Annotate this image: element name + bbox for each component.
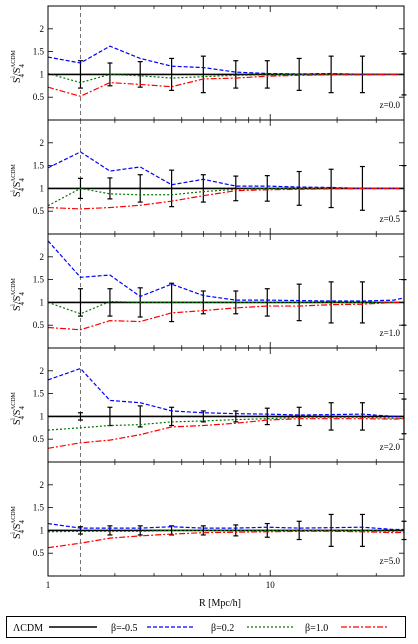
y-axis-label: S4i/S4ΛCDM [9, 163, 26, 197]
legend-entry: β=1.0 [305, 623, 389, 634]
y-tick-label: 1 [40, 297, 45, 307]
y-tick-label: 0.5 [33, 320, 45, 330]
series-line [48, 522, 404, 531]
y-axis-label: S4i/S4ΛCDM [9, 391, 26, 425]
legend-label: β=1.0 [305, 623, 328, 634]
y-tick-label: 1 [40, 69, 45, 79]
series-line [48, 45, 404, 76]
redshift-label: z=0.5 [380, 214, 401, 224]
y-tick-label: 2 [40, 480, 45, 490]
y-tick-label: 1 [40, 183, 45, 193]
y-tick-label: 0.5 [33, 92, 45, 102]
legend-label: β=0.2 [211, 623, 234, 634]
series-line [48, 72, 404, 84]
series-line [48, 301, 404, 331]
redshift-label: z=2.0 [380, 442, 401, 452]
series-line [48, 418, 404, 449]
figure-panels: 0.5 1 1.5 2 z=0.0 S4i/S4ΛCDM 0.5 1 1.5 2 z=0.5 S4i/… [9, 5, 407, 609]
y-tick-label: 0.5 [33, 434, 45, 444]
series-line [48, 529, 404, 533]
y-axis-label: S4i/S4ΛCDM [9, 505, 26, 539]
panel-frame [47, 461, 405, 577]
panel-frame [47, 5, 405, 121]
y-axis-label: S4i/S4ΛCDM [9, 277, 26, 311]
legend-entry: β=0.2 [211, 623, 295, 634]
series-line [48, 300, 404, 315]
y-tick-label: 1.5 [33, 275, 45, 285]
series-line [48, 187, 404, 207]
x-tick-label: 1 [46, 580, 51, 590]
y-tick-label: 0.5 [33, 548, 45, 558]
panel-frame [47, 347, 405, 463]
legend-entry: ΛCDM [13, 623, 97, 634]
y-tick-label: 1.5 [33, 389, 45, 399]
series-line [48, 151, 404, 189]
panel-3: 0.5 1 1.5 2 z=1.0 S4i/S4ΛCDM [9, 233, 407, 349]
series-line [48, 367, 404, 418]
series-line [48, 73, 404, 97]
y-tick-label: 1 [40, 525, 45, 535]
y-tick-label: 1.5 [33, 503, 45, 513]
series-line [48, 187, 404, 210]
y-tick-label: 2 [40, 366, 45, 376]
panel-5: 0.5 1 1.5 2 z=5.0 S4i/S4ΛCDM [9, 461, 407, 577]
legend-label: ΛCDM [13, 623, 43, 634]
y-tick-label: 1.5 [33, 47, 45, 57]
panel-frame [47, 119, 405, 235]
panel-1: 0.5 1 1.5 2 z=0.0 S4i/S4ΛCDM [9, 5, 407, 121]
panel-4: 0.5 1 1.5 2 z=2.0 S4i/S4ΛCDM [9, 347, 407, 463]
y-tick-label: 1.5 [33, 161, 45, 171]
series-line [48, 530, 404, 549]
redshift-label: z=1.0 [380, 328, 401, 338]
legend-entries: ΛCDM β=-0.5 β=0.2 β=1.0 [13, 623, 389, 634]
panel-2: 0.5 1 1.5 2 z=0.5 S4i/S4ΛCDM [9, 119, 407, 235]
redshift-label: z=0.0 [380, 100, 401, 110]
series-line [48, 240, 404, 302]
x-tick-label: 10 [266, 580, 276, 590]
y-tick-label: 0.5 [33, 206, 45, 216]
y-tick-label: 2 [40, 24, 45, 34]
y-tick-label: 2 [40, 138, 45, 148]
legend-entry: β=-0.5 [111, 623, 195, 634]
legend-label: β=-0.5 [111, 623, 138, 634]
redshift-label: z=5.0 [380, 556, 401, 566]
series-line [48, 416, 404, 431]
y-tick-label: 1 [40, 411, 45, 421]
y-axis-label: S4i/S4ΛCDM [9, 49, 26, 83]
x-axis-label: R [Mpc/h] [199, 598, 241, 609]
panel-frame [47, 233, 405, 349]
legend: ΛCDM β=-0.5 β=0.2 β=1.0 [6, 616, 406, 638]
y-tick-label: 2 [40, 252, 45, 262]
